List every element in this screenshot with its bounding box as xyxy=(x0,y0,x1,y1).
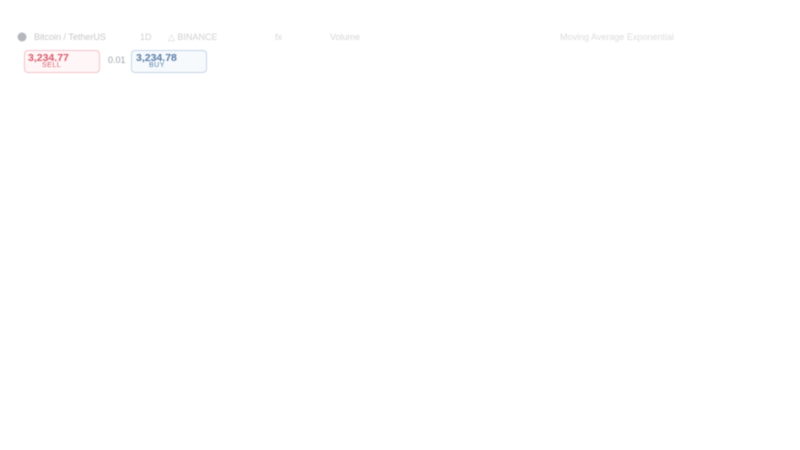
svg-text:Volume: Volume xyxy=(330,32,360,42)
svg-text:Bitcoin / TetherUS: Bitcoin / TetherUS xyxy=(34,32,106,42)
svg-text:△ BINANCE: △ BINANCE xyxy=(168,32,217,42)
svg-text:fx: fx xyxy=(275,32,283,42)
svg-text:1D: 1D xyxy=(140,32,152,42)
svg-text:Moving Average Exponential: Moving Average Exponential xyxy=(560,32,674,42)
